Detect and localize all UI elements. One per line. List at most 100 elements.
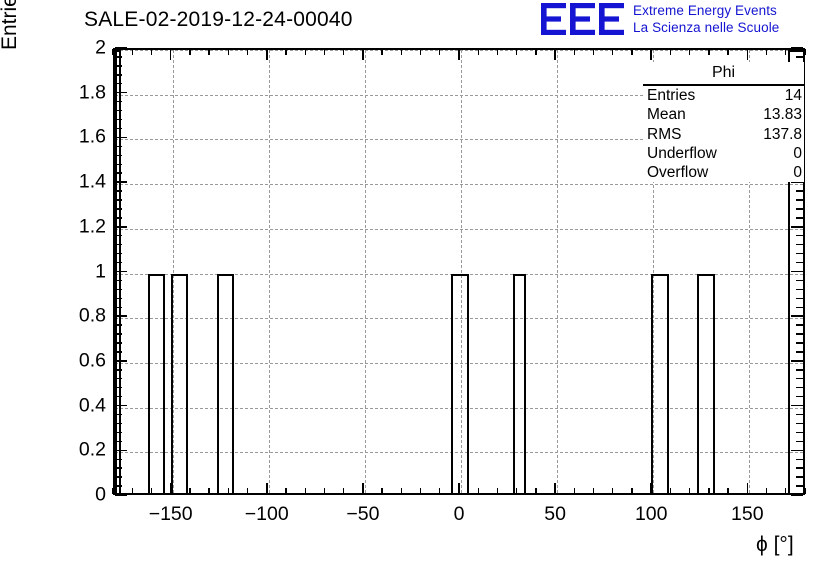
y-tick-minor: [115, 395, 122, 398]
page-title: SALE-02-2019-12-24-00040: [84, 8, 353, 31]
y-tick-major: [115, 315, 127, 317]
stats-row-value: 0: [793, 144, 802, 162]
y-tick-major: [115, 494, 127, 496]
y-tick-minor: [115, 279, 122, 282]
grid-line-horizontal: [115, 452, 803, 454]
histogram-bar: [697, 273, 715, 493]
grid-line-horizontal: [115, 362, 803, 364]
x-tick-label: 150: [731, 503, 764, 525]
grid-line-horizontal: [115, 94, 803, 96]
y-tick-minor-right: [796, 458, 803, 460]
x-tick-minor: [535, 488, 537, 494]
x-tick-minor: [573, 488, 576, 494]
x-tick-minor: [439, 488, 441, 494]
x-tick-minor: [688, 488, 691, 494]
grid-line-horizontal: [115, 407, 803, 409]
y-tick-minor: [115, 163, 122, 165]
eee-logo: Extreme Energy Events La Scienza nelle S…: [541, 2, 833, 42]
x-tick-major: [265, 483, 268, 494]
x-tick-minor-top: [150, 49, 153, 55]
y-tick-minor: [115, 485, 122, 487]
y-tick-label: 0.2: [78, 438, 106, 461]
y-tick-minor-right: [796, 413, 803, 416]
x-tick-label: −100: [244, 503, 289, 525]
histogram-bar: [512, 273, 527, 493]
y-tick-label: 0.8: [78, 304, 106, 327]
x-tick-minor-top: [246, 49, 249, 55]
x-tick-minor: [208, 488, 210, 494]
stats-row-key: Underflow: [647, 144, 717, 162]
x-tick-minor-top: [612, 49, 614, 55]
x-tick-minor-top: [477, 49, 479, 55]
y-tick-minor-right: [796, 467, 803, 469]
y-tick-minor-right: [796, 208, 803, 210]
y-tick-label: 1.6: [78, 125, 106, 148]
y-tick-major-right: [791, 47, 803, 49]
y-tick-minor: [115, 476, 122, 478]
stats-row-value: 14: [784, 87, 802, 105]
histogram-bar: [451, 273, 469, 493]
y-tick-minor: [115, 199, 122, 201]
x-tick-major-top: [169, 49, 172, 60]
y-tick-minor-right: [796, 422, 803, 425]
x-tick-minor: [669, 488, 672, 494]
y-tick-minor: [115, 208, 122, 210]
y-tick-minor-right: [796, 324, 803, 326]
eee-logo-line2: La Scienza nelle Scuole: [633, 19, 780, 35]
x-tick-minor-top: [708, 49, 710, 55]
stats-row: Overflow 0: [643, 163, 804, 182]
y-tick-minor: [115, 387, 122, 389]
y-tick-minor-right: [796, 387, 803, 389]
x-tick-major-top: [554, 49, 556, 60]
y-tick-minor-right: [796, 217, 803, 219]
x-tick-minor: [189, 488, 191, 494]
grid-line-vertical: [749, 50, 751, 493]
y-tick-minor: [115, 145, 122, 148]
y-tick-label: 0.4: [78, 394, 106, 417]
grid-line-vertical: [172, 50, 174, 493]
y-tick-major-right: [791, 360, 803, 362]
stats-row-value: 13.83: [763, 106, 802, 124]
x-tick-minor-top: [727, 49, 729, 55]
y-tick-major: [115, 226, 127, 228]
x-tick-major-top: [362, 49, 364, 60]
x-tick-label: 50: [544, 503, 566, 525]
x-tick-minor-top: [304, 49, 306, 55]
x-tick-minor-top: [285, 49, 287, 55]
stats-box: Phi Entries 14 Mean 13.83 RMS 137.8 Underflow 0…: [643, 62, 804, 183]
y-tick-minor-right: [796, 351, 803, 353]
x-tick-minor: [285, 488, 287, 494]
y-tick-minor: [115, 288, 122, 291]
x-tick-minor: [612, 488, 614, 494]
x-tick-label: −150: [148, 503, 193, 525]
y-tick-major: [115, 360, 127, 362]
x-tick-minor: [112, 488, 114, 494]
y-tick-major-right: [791, 404, 803, 407]
y-tick-minor: [115, 235, 122, 237]
stats-row: Entries 14: [643, 86, 804, 105]
x-tick-label: 100: [634, 503, 668, 525]
stats-row-key: Entries: [647, 87, 696, 105]
x-tick-minor: [631, 488, 633, 494]
y-tick-minor: [115, 351, 122, 353]
grid-line-vertical: [557, 50, 559, 493]
x-tick-major: [169, 483, 172, 494]
y-tick-minor: [115, 118, 122, 121]
x-tick-minor-top: [804, 49, 806, 55]
y-tick-major: [115, 449, 127, 452]
y-tick-minor: [115, 127, 122, 130]
histogram-bar: [170, 273, 189, 493]
eee-logo-mark: [541, 3, 624, 35]
stats-row-key: Overflow: [647, 164, 709, 182]
x-tick-minor: [381, 488, 383, 494]
x-tick-minor: [765, 488, 768, 494]
y-tick-minor-right: [796, 342, 803, 344]
y-tick-label: 1.8: [78, 81, 106, 104]
y-tick-minor-right: [796, 279, 803, 282]
y-tick-label: 1.2: [78, 215, 106, 238]
x-tick-minor: [131, 488, 133, 494]
y-tick-major: [115, 270, 127, 273]
x-tick-label: 0: [453, 503, 465, 525]
x-tick-major-top: [265, 49, 268, 60]
y-tick-minor: [115, 306, 122, 308]
